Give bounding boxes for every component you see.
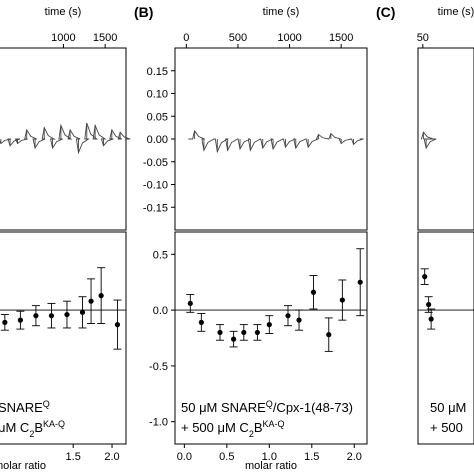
annotation-part: SNARE	[0, 400, 43, 415]
panel-b-top: 0 500 1000 1500 time (s) 0.15 0.10 0.05 0.00 -0.0…	[143, 6, 368, 231]
annotation-part: + 500 μM C	[181, 420, 249, 435]
data-point	[285, 313, 291, 319]
x-axis-label: time (s)	[45, 6, 82, 18]
data-point	[296, 317, 302, 323]
annotation-part: Q	[43, 399, 50, 409]
x-tick-label: 1.5	[304, 451, 319, 463]
y-tick-label: 0.15	[147, 66, 168, 78]
annotation-line-1: 50 μM SNAREQ/Cpx-1(48-73)	[181, 399, 353, 415]
data-point	[88, 298, 94, 304]
annotation-part: μM C	[0, 420, 29, 435]
panel-b-bottom: 0.0 0.5 1.0 1.5 2.0 molar ratio 0.5 0.0 -0.5 -1.0…	[149, 231, 368, 472]
y-tick-label: 0.0	[153, 305, 168, 317]
data-point	[254, 329, 261, 336]
data-point	[428, 316, 434, 322]
x-tick-label: 500	[229, 32, 247, 44]
data-point	[64, 311, 70, 318]
y-tick-label: -0.15	[143, 202, 168, 214]
data-point	[241, 329, 247, 336]
x-axis-label: time (s)	[438, 6, 474, 18]
x-tick-label: 1500	[93, 32, 117, 44]
plot-frame	[0, 231, 127, 445]
x-tick-label: 1.5	[66, 451, 81, 463]
y-tick-label: -0.10	[143, 180, 168, 192]
annotation-part: B	[34, 420, 43, 435]
data-point	[187, 300, 193, 307]
annotation-line-1: 50 μM	[430, 400, 466, 415]
x-tick-label: 2.0	[104, 451, 119, 463]
data-point	[17, 317, 23, 323]
y-tick-label: 0.00	[147, 134, 168, 146]
panel-c-top: 50 time (s)	[417, 6, 474, 231]
annotation-part: 2	[29, 429, 34, 439]
x-tick-label: 1500	[329, 32, 353, 44]
annotation-part: 50 μM	[430, 400, 466, 415]
x-tick-label: 2.0	[347, 451, 362, 463]
plot-frame	[417, 231, 474, 445]
x-axis-label: molar ratio	[0, 460, 46, 472]
annotation-part: /Cpx-1(48-73)	[273, 400, 353, 415]
annotation-line-1: SNAREQ	[0, 399, 50, 415]
panel-c-bottom: 50 μM + 500	[417, 231, 474, 445]
panel-label-b: (B)	[134, 4, 153, 20]
data-point	[98, 293, 104, 299]
y-tick-label: 0.10	[147, 89, 168, 101]
panel-a-top: 1000 1500 time (s)	[0, 6, 131, 231]
x-tick-label: 1000	[51, 32, 75, 44]
data-point	[79, 309, 86, 315]
y-tick-label: -0.05	[143, 157, 168, 169]
annotation-part: 2	[249, 429, 254, 439]
data-point	[114, 322, 121, 328]
data-point	[33, 313, 39, 319]
data-point	[422, 274, 428, 280]
x-tick-label: 0.0	[177, 451, 192, 463]
thermogram-trace	[420, 131, 437, 150]
data-point	[2, 319, 8, 325]
data-point	[198, 319, 204, 325]
annotation-line-2: + 500 μM C2BKA-Q	[181, 419, 285, 439]
data-point	[357, 279, 363, 285]
y-tick-label: -1.0	[149, 417, 168, 429]
x-tick-label: 1000	[277, 32, 301, 44]
data-point	[231, 336, 237, 342]
x-tick-label: 0	[183, 32, 189, 44]
plot-frame	[417, 47, 474, 231]
annotation-part: + 500	[430, 420, 463, 435]
annotation-part: Q	[266, 399, 273, 409]
data-point	[217, 329, 223, 336]
x-axis-label: time (s)	[263, 6, 300, 18]
thermogram-trace	[188, 129, 364, 154]
x-tick-label: 50	[417, 32, 429, 44]
data-point	[48, 313, 55, 319]
data-point	[326, 332, 332, 338]
data-point	[310, 289, 317, 295]
data-point	[339, 297, 345, 303]
annotation-part: B	[254, 420, 263, 435]
annotation-part: KA-Q	[263, 419, 285, 429]
data-point	[266, 322, 272, 328]
data-point	[426, 301, 432, 308]
annotation-part: 50 μM SNARE	[181, 400, 266, 415]
plot-frame	[174, 231, 368, 445]
thermogram-trace	[0, 122, 131, 155]
x-tick-label: 1.0	[262, 451, 277, 463]
annotation-part: KA-Q	[43, 419, 65, 429]
x-tick-label: 0.5	[219, 451, 234, 463]
y-tick-label: -0.5	[149, 361, 168, 373]
y-tick-label: 0.05	[147, 111, 168, 123]
annotation-line-2: μM C2BKA-Q	[0, 419, 65, 439]
x-axis-label: molar ratio	[245, 460, 297, 472]
y-tick-label: 0.5	[153, 249, 168, 261]
panel-label-c: (C)	[376, 4, 395, 20]
annotation-line-2: + 500	[430, 420, 463, 435]
